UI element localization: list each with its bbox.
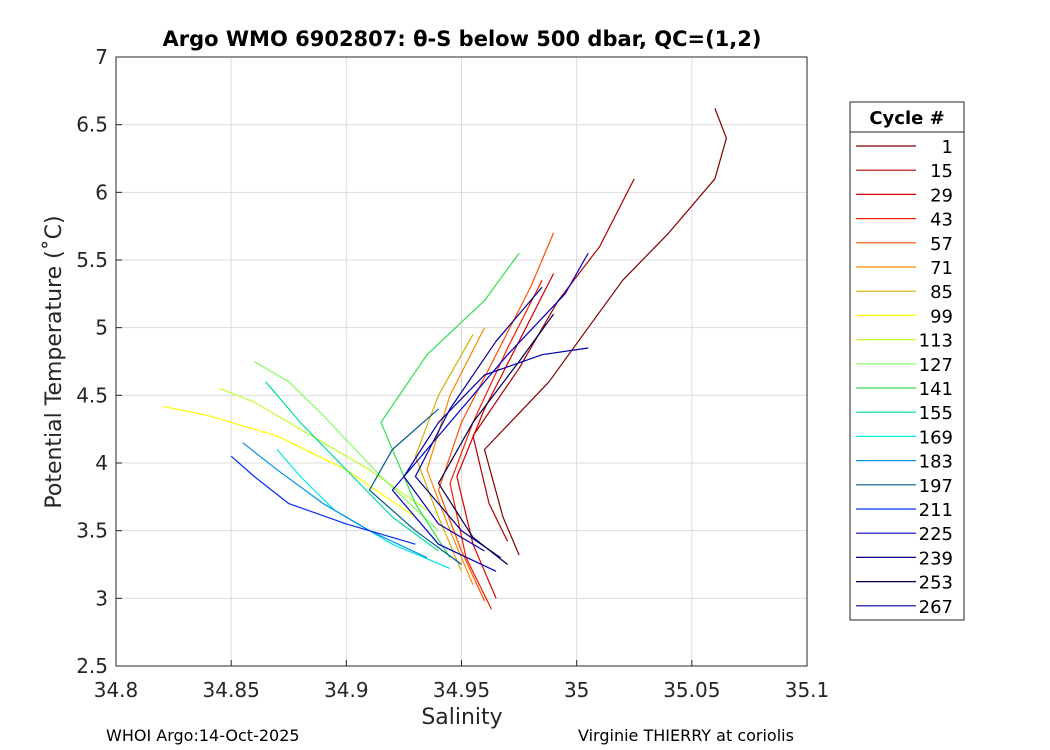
legend-label-cycle-169: 169: [919, 427, 953, 448]
legend-label-cycle-183: 183: [919, 452, 953, 473]
legend-label-cycle-43: 43: [930, 210, 953, 231]
legend-label-cycle-197: 197: [919, 476, 953, 497]
series-line-cycle-15: [472, 178, 635, 542]
legend-label-cycle-29: 29: [930, 185, 953, 206]
y-tick-label: 3.5: [76, 519, 108, 543]
plot-area-frame: [115, 56, 808, 667]
y-tick-label: 7: [95, 45, 108, 69]
series-line-cycle-197: [368, 408, 462, 565]
legend-label-cycle-127: 127: [919, 355, 953, 376]
series-line-cycle-183: [242, 442, 428, 559]
legend-label-cycle-15: 15: [930, 161, 953, 182]
y-tick-label: 3: [95, 586, 108, 610]
legend-label-cycle-267: 267: [919, 597, 953, 618]
y-tick-labels: 2.5 3 3.5 4 4.5 5 5.5 6 6.5 7: [76, 45, 108, 678]
grid: [115, 56, 808, 667]
x-tick-labels: 34.8 34.85 34.9 34.95 35 35.05 35.1: [94, 678, 830, 702]
x-tick-label: 34.85: [203, 678, 260, 702]
legend-label-cycle-225: 225: [919, 524, 953, 545]
footer-right: Virginie THIERRY at coriolis: [578, 726, 794, 745]
legend-label-cycle-141: 141: [919, 379, 953, 400]
footer-left: WHOI Argo:14-Oct-2025: [106, 726, 300, 745]
series-line-cycle-71: [426, 327, 486, 586]
series-line-cycle-155: [265, 381, 439, 552]
series-line-cycle-267: [403, 347, 589, 552]
series-line-cycle-57: [437, 232, 555, 602]
series-line-cycle-85: [414, 334, 474, 572]
legend-label-cycle-71: 71: [930, 258, 953, 279]
series-line-cycle-127: [253, 360, 439, 532]
legend: Cycle # 1 15 29 43 57 71 85 99 113 127 141 155 169 18…: [849, 101, 965, 621]
x-tick-label: 34.9: [324, 678, 369, 702]
legend-label-cycle-57: 57: [930, 234, 953, 255]
legend-label-cycle-99: 99: [930, 306, 953, 327]
legend-title: Cycle #: [869, 108, 944, 129]
y-tick-label: 6: [95, 180, 108, 204]
y-tick-label: 4.5: [76, 383, 108, 407]
legend-label-cycle-85: 85: [930, 282, 953, 303]
series-line-cycle-253: [437, 313, 555, 565]
series-line-cycle-239: [414, 286, 543, 559]
y-tick-label: 5.5: [76, 248, 108, 272]
y-axis-label: Potential Temperature (˚C): [42, 215, 67, 508]
x-tick-label: 35.1: [785, 678, 830, 702]
y-tick-label: 4: [95, 451, 108, 475]
series-line-cycle-225: [391, 252, 589, 572]
y-tick-label: 2.5: [76, 654, 108, 678]
series-line-cycle-29: [456, 273, 555, 599]
series-line-cycle-141: [380, 252, 520, 559]
x-tick-label: 35: [564, 678, 589, 702]
x-tick-label: 34.95: [433, 678, 490, 702]
x-tick-label: 34.8: [94, 678, 139, 702]
chart-title: Argo WMO 6902807: θ-S below 500 dbar, QC…: [163, 27, 762, 51]
legend-label-cycle-155: 155: [919, 403, 953, 424]
legend-label-cycle-1: 1: [942, 137, 953, 158]
x-tick-label: 35.05: [663, 678, 720, 702]
y-tick-label: 6.5: [76, 113, 108, 137]
series-line-cycle-1: [483, 108, 728, 556]
legend-label-cycle-113: 113: [919, 331, 953, 352]
plot-lines: [161, 108, 728, 610]
legend-label-cycle-239: 239: [919, 548, 953, 569]
legend-label-cycle-253: 253: [919, 573, 953, 594]
x-axis-label: Salinity: [421, 705, 502, 730]
legend-label-cycle-211: 211: [919, 500, 953, 521]
series-line-cycle-43: [449, 280, 543, 610]
legend-entries: 1 15 29 43 57 71 85 99 113 127 141 155 169 183 197 211 2…: [856, 137, 953, 618]
series-line-cycle-211: [230, 455, 416, 545]
y-tick-label: 5: [95, 316, 108, 340]
series-line-cycle-99: [161, 405, 416, 518]
